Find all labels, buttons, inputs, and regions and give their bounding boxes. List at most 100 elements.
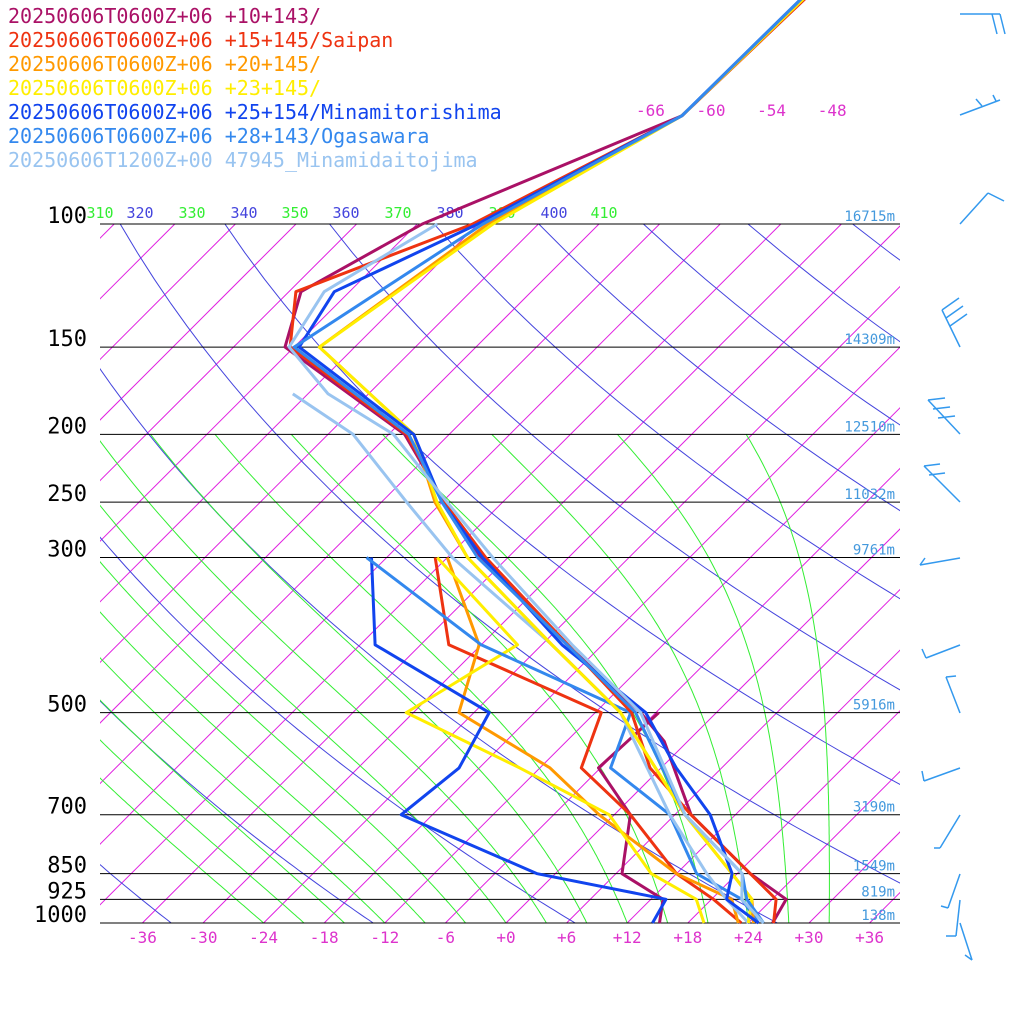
moist-adiabat-line [214, 434, 628, 923]
dry-adiabat-line [100, 367, 778, 923]
wind-barb-flag [949, 313, 968, 327]
dewpoint-line [365, 556, 760, 924]
moist-adiabat-line [100, 699, 345, 923]
wind-barb-flag [941, 297, 960, 311]
wind-barb-flag [991, 13, 998, 35]
moist-adiabat-line [100, 611, 426, 923]
x-tick-label: +12 [613, 928, 642, 947]
wind-barb-staff [947, 873, 961, 909]
wind-barb-flag [937, 415, 956, 419]
wind-barb-staff [959, 192, 989, 225]
temperature-line [287, 222, 765, 925]
moist-adiabat-line [100, 739, 305, 923]
pressure-label: 300 [47, 538, 87, 563]
wind-barb-staff [923, 465, 961, 503]
wind-barb-staff [919, 557, 961, 566]
theta-label: 310 [86, 204, 113, 222]
pressure-label: 200 [47, 414, 87, 439]
temperature-line [288, 0, 806, 924]
moist-adiabat-line [100, 777, 264, 923]
isotherm-line [0, 224, 54, 923]
wind-barb-staff [945, 676, 961, 714]
x-tick-label: +36 [855, 928, 884, 947]
x-axis-ticks: -36 -30 -24 -18 -12 -6 +0 +6 +12 +18 +24 +30 +36 [128, 928, 884, 947]
dewpoint-line [291, 392, 750, 925]
wind-barb-staff [959, 99, 1001, 116]
theta-label: 320 [126, 204, 153, 222]
theta-label: 350 [281, 204, 308, 222]
moist-adiabat-line [100, 657, 386, 923]
isotherm-line [100, 224, 357, 482]
isotherm-line [100, 224, 539, 664]
wind-barb-flag [945, 305, 964, 319]
height-label: 819m [861, 884, 895, 900]
legend-entry: 20250606T0600Z+06 +28+143/Ogasawara [8, 124, 429, 148]
isotherm-line [202, 225, 900, 923]
wind-barb-flag [928, 472, 946, 476]
theta-labels: 310 320 330 340 350 360 370 380 390 400 410 [86, 204, 617, 222]
wind-barb-staff [939, 814, 961, 849]
isotherm-line [505, 528, 900, 923]
x-tick-label: +18 [673, 928, 702, 947]
x-tick-label: -24 [249, 928, 278, 947]
dewpoint-line [404, 556, 706, 924]
theta-label: 360 [332, 204, 359, 222]
height-label: 3190m [853, 800, 895, 816]
wind-barb-flag [921, 648, 927, 659]
isotherm-line [384, 407, 900, 923]
height-label: 9761m [853, 543, 895, 559]
isotherm-line [100, 224, 600, 724]
wind-barb-staff [923, 767, 961, 782]
isotherm-line [869, 891, 900, 923]
wind-barb-flag [945, 675, 957, 678]
legend-entry: 20250606T0600Z+06 +15+145/Saipan [8, 28, 393, 52]
x-tick-label: +30 [795, 928, 824, 947]
x-tick-label: -18 [310, 928, 339, 947]
x-tick-label: -30 [189, 928, 218, 947]
legend-entry: 20250606T0600Z+06 +23+145/ [8, 76, 321, 100]
wind-barb-flag [987, 192, 1005, 202]
isotherm-line [100, 224, 782, 906]
theta-label: 370 [384, 204, 411, 222]
height-label: 12510m [844, 419, 895, 435]
theta-label: 340 [230, 204, 257, 222]
moist-adiabat-line [100, 561, 466, 923]
moist-adiabat-line [491, 434, 749, 923]
isotherm-line [100, 224, 418, 542]
dry-adiabat-line [643, 224, 900, 426]
top-isotherm-labels: -66 -60 -54 -48 [636, 101, 847, 120]
theta-label: 410 [590, 204, 617, 222]
legend: 20250606T0600Z+06 +10+143/20250606T0600Z… [8, 4, 502, 172]
theta-label: 330 [178, 204, 205, 222]
height-label: 138m [861, 908, 895, 924]
moist-adiabat-line [100, 504, 507, 923]
dry-adiabat-line [852, 224, 900, 261]
pressure-label: 850 [47, 854, 87, 879]
wind-barb-flag [919, 557, 926, 566]
x-tick-label: +6 [557, 928, 576, 947]
isotherm-line [445, 467, 900, 923]
wind-barb-staff [941, 309, 961, 348]
isotherm-line [100, 224, 660, 785]
top-isotherm-label: -66 [636, 101, 665, 120]
isotherm-line [626, 649, 900, 923]
isotherm-line [263, 285, 900, 923]
legend-entry: 20250606T1200Z+00 47945_Minamidaitojima [8, 148, 478, 172]
x-tick-label: -6 [436, 928, 455, 947]
height-label: 11032m [844, 487, 895, 503]
x-tick-label: +0 [496, 928, 515, 947]
top-isotherm-label: -60 [697, 101, 726, 120]
dewpoint-line [370, 557, 668, 924]
height-label: 14309m [844, 332, 895, 348]
pressure-label: 500 [47, 693, 87, 718]
isotherm-line [100, 224, 176, 300]
wind-barb-flag [975, 98, 983, 107]
dry-adiabat-line [957, 224, 1024, 923]
isotherm-line [687, 710, 900, 923]
wind-barb-flag [921, 770, 925, 782]
isotherm-line [100, 224, 236, 361]
wind-barb-flag [999, 13, 1006, 35]
wind-barb-flag [992, 94, 997, 102]
isotherm-line [930, 224, 1024, 923]
